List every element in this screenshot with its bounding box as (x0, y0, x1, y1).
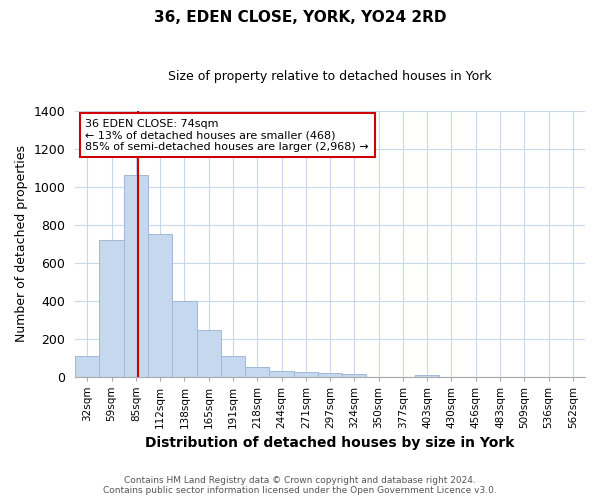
Bar (342, 374, 367, 376)
Text: Contains HM Land Registry data © Crown copyright and database right 2024.
Contai: Contains HM Land Registry data © Crown c… (103, 476, 497, 495)
X-axis label: Distribution of detached houses by size in York: Distribution of detached houses by size … (145, 436, 515, 450)
Bar (124, 175, 148, 376)
Y-axis label: Number of detached properties: Number of detached properties (15, 145, 28, 342)
Bar (245, 367, 269, 376)
Title: Size of property relative to detached houses in York: Size of property relative to detached ho… (168, 70, 492, 83)
Text: 36 EDEN CLOSE: 74sqm
← 13% of detached houses are smaller (468)
85% of semi-deta: 36 EDEN CLOSE: 74sqm ← 13% of detached h… (85, 118, 369, 152)
Bar (293, 372, 318, 376)
Bar (100, 240, 124, 376)
Bar (415, 374, 439, 376)
Bar (318, 373, 342, 376)
Bar (269, 371, 293, 376)
Bar (75, 356, 100, 376)
Text: 36, EDEN CLOSE, YORK, YO24 2RD: 36, EDEN CLOSE, YORK, YO24 2RD (154, 10, 446, 25)
Bar (221, 356, 245, 376)
Bar (148, 234, 172, 376)
Bar (197, 330, 221, 376)
Bar (172, 300, 197, 376)
